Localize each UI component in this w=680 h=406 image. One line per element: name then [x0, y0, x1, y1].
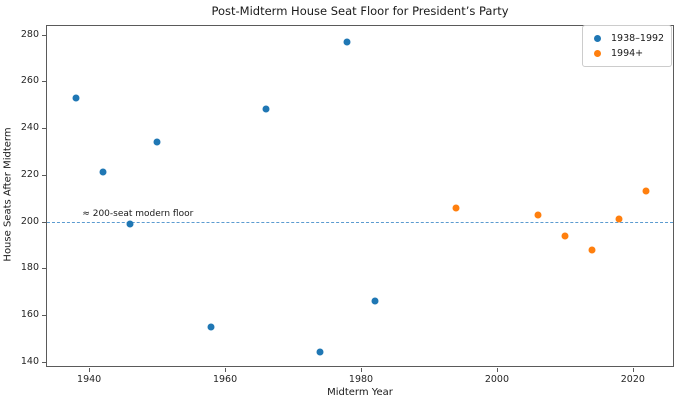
reference-line-annotation: ≈ 200-seat modern floor	[82, 208, 194, 219]
y-tick-mark	[42, 174, 46, 176]
data-point-2022	[642, 187, 650, 195]
data-point-2010	[561, 232, 569, 240]
y-tick-mark	[42, 128, 46, 130]
plot-area: 1940 1960 1980 2000 2020 140 160 180 200 220 240 26…	[21, 25, 674, 385]
x-tick-label: 2020	[620, 374, 645, 385]
x-tick-label: 2000	[484, 374, 510, 385]
y-tick-label: 220	[20, 168, 39, 180]
x-tick-label: 1940	[77, 374, 102, 385]
legend-label: 1994+	[611, 48, 644, 59]
data-point-1946	[126, 220, 134, 228]
data-point-2014	[588, 246, 596, 254]
y-tick-label: 260	[20, 75, 39, 87]
data-point-1966	[262, 105, 270, 113]
y-tick-mark	[42, 361, 46, 363]
x-tick-mark	[361, 368, 362, 372]
data-point-1958	[207, 323, 215, 331]
y-tick-label: 140	[20, 355, 39, 367]
x-tick-mark	[496, 368, 498, 372]
data-point-1938	[72, 94, 80, 102]
data-point-1942	[99, 168, 107, 176]
y-tick-mark	[42, 81, 46, 83]
legend-label: 1938–1992	[611, 33, 665, 44]
y-tick-label: 280	[20, 28, 39, 40]
legend-entry-1938-1992: 1938–1992	[589, 31, 665, 46]
y-tick-mark	[42, 314, 46, 316]
legend-marker-blue-icon	[594, 35, 601, 42]
y-tick-label: 160	[20, 308, 39, 320]
reference-line-200	[47, 221, 673, 223]
data-point-1950	[153, 138, 161, 146]
x-tick-mark	[89, 368, 91, 372]
y-axis-label: House Seats After Midterm	[2, 127, 14, 262]
data-point-1978	[343, 38, 351, 46]
x-tick-mark	[225, 368, 227, 372]
x-axis-label: Midterm Year	[327, 387, 393, 398]
data-point-1982	[371, 297, 379, 305]
legend-marker-orange-icon	[594, 50, 601, 57]
y-tick-mark	[42, 34, 46, 36]
data-point-1974	[316, 348, 324, 356]
x-tick-label: 1960	[212, 374, 238, 385]
x-tick-mark	[632, 368, 634, 372]
legend: 1938–1992 1994+	[582, 25, 672, 67]
y-tick-label: 240	[20, 122, 39, 134]
data-point-2018	[615, 215, 623, 223]
y-tick-label: 200	[20, 215, 39, 227]
y-tick-label: 180	[20, 262, 39, 274]
legend-entry-1994-plus: 1994+	[589, 46, 663, 61]
data-point-2006	[534, 211, 542, 219]
x-tick-label: 1980	[348, 374, 374, 385]
y-tick-mark	[42, 221, 46, 223]
y-tick-mark	[42, 268, 46, 270]
chart-title: Post-Midterm House Seat Floor for Presid…	[211, 4, 509, 18]
data-point-1994	[452, 204, 460, 211]
